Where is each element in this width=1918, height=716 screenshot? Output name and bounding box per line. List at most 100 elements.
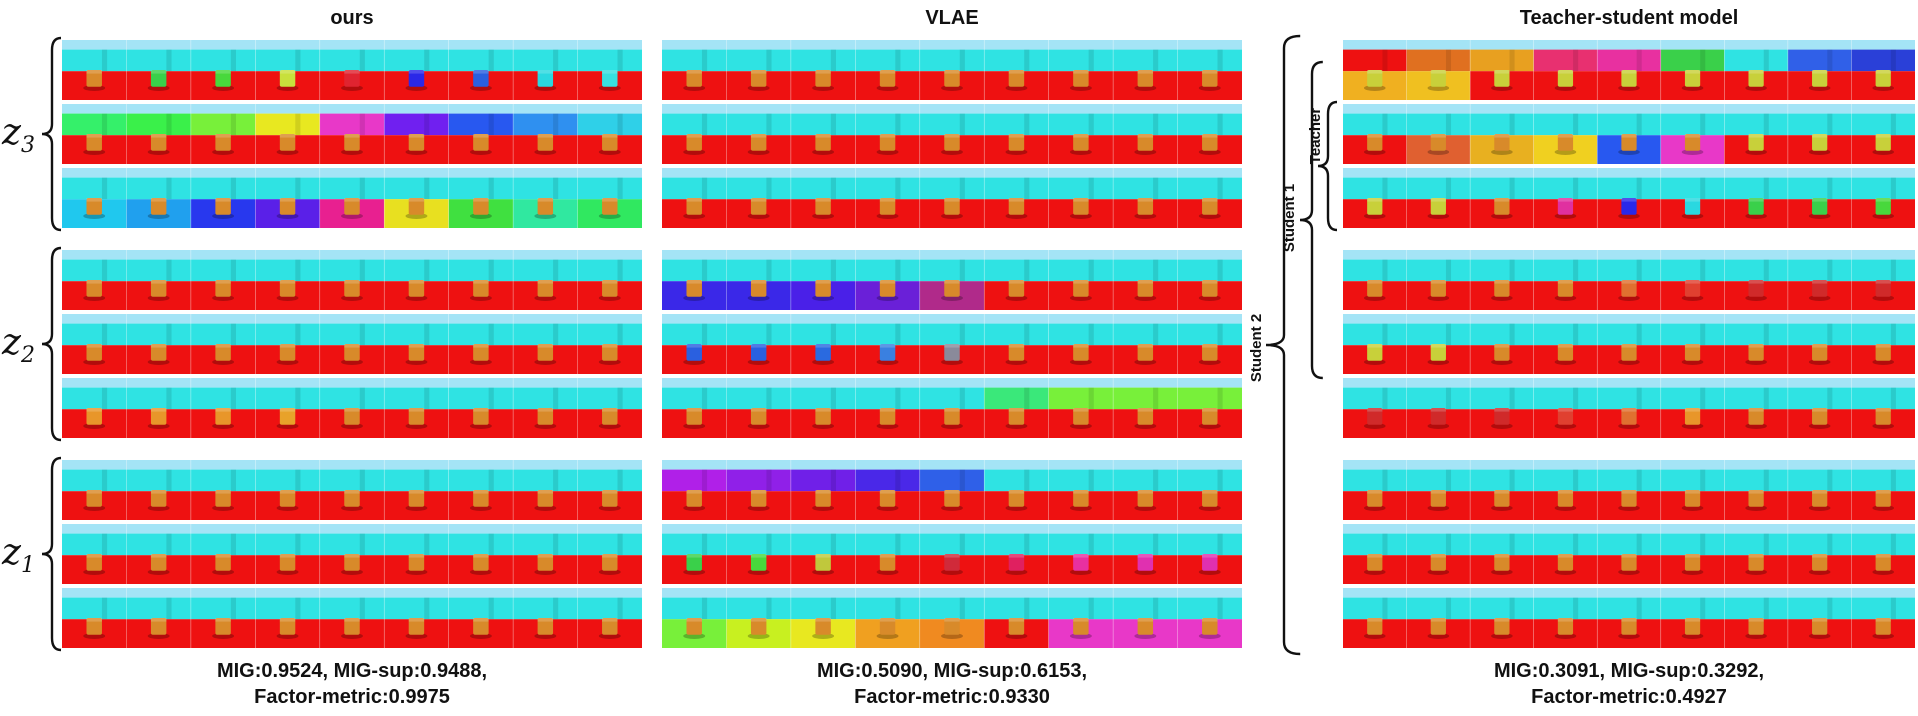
metrics-ours-line1: MIG:0.9524, MIG-sup:0.9488, <box>216 660 488 682</box>
thumbnail-p2-g1-r1-c6 <box>1724 314 1788 374</box>
thumbnail-p2-g1-r2-c4 <box>1597 378 1661 438</box>
thumbnail-p0-g1-r1-c1 <box>126 314 191 374</box>
thumbnail-p2-g1-r0-c4 <box>1597 250 1661 310</box>
thumbnail-p1-g2-r0-c5 <box>984 460 1049 520</box>
thumbnail-p2-g1-r0-c0 <box>1343 250 1407 310</box>
thumbnail-p0-g2-r0-c2 <box>190 460 256 520</box>
thumbnail-p1-g1-r1-c3 <box>855 314 920 374</box>
thumbnail-p2-g2-r2-c1 <box>1406 588 1471 648</box>
thumbnail-p0-g1-r2-c6 <box>448 378 514 438</box>
thumbnail-p2-g1-r0-c5 <box>1660 250 1725 310</box>
thumbnail-p2-g0-r2-c2 <box>1470 168 1534 228</box>
thumbnail-p1-g1-r0-c7 <box>1113 250 1178 310</box>
thumbnail-p0-g2-r2-c5 <box>384 588 449 648</box>
thumbnail-p0-g0-r2-c1 <box>126 168 191 228</box>
thumbnail-p1-g2-r2-c7 <box>1113 588 1178 648</box>
thumbnail-p0-g2-r0-c0 <box>62 460 127 520</box>
metrics-ts-line2: Factor-metric:0.4927 <box>1531 686 1727 708</box>
thumbnail-p2-g2-r1-c2 <box>1470 524 1534 584</box>
thumbnail-p2-g2-r2-c8 <box>1851 588 1915 648</box>
thumbnail-p1-g2-r0-c8 <box>1177 460 1242 520</box>
thumbnail-p0-g2-r2-c3 <box>255 588 320 648</box>
thumbnail-p0-g1-r1-c5 <box>384 314 449 374</box>
thumbnail-p2-g0-r0-c1 <box>1406 40 1471 100</box>
thumbnail-p0-g2-r2-c8 <box>577 588 642 648</box>
thumbnail-p2-g1-r0-c8 <box>1851 250 1915 310</box>
thumbnail-p0-g1-r0-c8 <box>577 250 642 310</box>
thumbnail-p0-g2-r0-c7 <box>513 460 578 520</box>
thumbnail-p1-g2-r0-c2 <box>790 460 856 520</box>
thumbnail-p0-g0-r1-c6 <box>448 104 514 164</box>
thumbnail-p1-g2-r2-c3 <box>855 588 920 648</box>
thumbnail-p1-g0-r0-c3 <box>855 40 920 100</box>
thumbnail-p0-g0-r1-c4 <box>319 104 385 164</box>
thumbnail-p2-g0-r1-c6 <box>1724 104 1788 164</box>
thumbnail-p2-g1-r2-c2 <box>1470 378 1534 438</box>
thumbnail-p1-g0-r0-c4 <box>919 40 985 100</box>
thumbnail-p2-g2-r1-c7 <box>1787 524 1852 584</box>
thumbnail-p1-g0-r2-c8 <box>1177 168 1242 228</box>
thumbnail-p1-g2-r0-c3 <box>855 460 920 520</box>
thumbnail-p2-g0-r1-c3 <box>1533 104 1598 164</box>
thumbnail-p2-g2-r1-c5 <box>1660 524 1725 584</box>
thumbnail-p2-g0-r2-c0 <box>1343 168 1407 228</box>
thumbnail-p0-g2-r2-c0 <box>62 588 127 648</box>
thumbnail-p0-g1-r0-c2 <box>190 250 256 310</box>
brace-label-student1: Student 1 <box>1281 184 1298 252</box>
thumbnail-p1-g1-r0-c8 <box>1177 250 1242 310</box>
brace-student1 <box>1299 60 1323 380</box>
thumbnail-p0-g1-r1-c2 <box>190 314 256 374</box>
brace-teacher <box>1317 100 1338 232</box>
thumbnail-p1-g0-r2-c4 <box>919 168 985 228</box>
thumbnail-p0-g0-r0-c4 <box>319 40 385 100</box>
thumbnail-p1-g0-r2-c0 <box>662 168 727 228</box>
thumbnail-p2-g1-r1-c8 <box>1851 314 1915 374</box>
thumbnail-p1-g1-r2-c6 <box>1048 378 1114 438</box>
thumbnail-p2-g2-r2-c7 <box>1787 588 1852 648</box>
thumbnail-p1-g0-r2-c6 <box>1048 168 1114 228</box>
thumbnail-p2-g0-r1-c7 <box>1787 104 1852 164</box>
thumbnail-p2-g2-r2-c3 <box>1533 588 1598 648</box>
thumbnail-p0-g1-r2-c5 <box>384 378 449 438</box>
thumbnail-p2-g0-r0-c0 <box>1343 40 1407 100</box>
thumbnail-p1-g1-r1-c8 <box>1177 314 1242 374</box>
thumbnail-p0-g0-r2-c7 <box>513 168 578 228</box>
thumbnail-p2-g1-r2-c5 <box>1660 378 1725 438</box>
thumbnail-p2-g1-r1-c4 <box>1597 314 1661 374</box>
thumbnail-p1-g2-r0-c7 <box>1113 460 1178 520</box>
thumbnail-p1-g1-r0-c6 <box>1048 250 1114 310</box>
thumbnail-p1-g0-r2-c5 <box>984 168 1049 228</box>
thumbnail-p0-g1-r0-c7 <box>513 250 578 310</box>
thumbnail-p0-g0-r2-c6 <box>448 168 514 228</box>
thumbnail-p2-g0-r2-c1 <box>1406 168 1471 228</box>
brace-z1 <box>41 456 62 652</box>
thumbnail-p0-g2-r0-c4 <box>319 460 385 520</box>
thumbnail-p1-g0-r1-c3 <box>855 104 920 164</box>
thumbnail-p1-g1-r1-c4 <box>919 314 985 374</box>
thumbnail-p0-g0-r2-c5 <box>384 168 449 228</box>
metrics-ours: MIG:0.9524, MIG-sup:0.9488, Factor-metri… <box>62 658 642 710</box>
thumbnail-p1-g1-r0-c0 <box>662 250 727 310</box>
thumbnail-p2-g1-r0-c6 <box>1724 250 1788 310</box>
thumbnail-p0-g0-r0-c3 <box>255 40 320 100</box>
thumbnail-p0-g0-r0-c2 <box>190 40 256 100</box>
thumbnail-p0-g1-r1-c6 <box>448 314 514 374</box>
thumbnail-p1-g0-r1-c4 <box>919 104 985 164</box>
thumbnail-p2-g1-r2-c1 <box>1406 378 1471 438</box>
thumbnail-p2-g0-r1-c1 <box>1406 104 1471 164</box>
thumbnail-p1-g2-r2-c0 <box>662 588 727 648</box>
thumbnail-p2-g1-r0-c2 <box>1470 250 1534 310</box>
thumbnail-p1-g1-r0-c1 <box>726 250 791 310</box>
thumbnail-p1-g2-r0-c1 <box>726 460 791 520</box>
thumbnail-p1-g2-r1-c0 <box>662 524 727 584</box>
metrics-vlae-line1: MIG:0.5090, MIG-sup:0.6153, <box>816 660 1088 682</box>
brace-label-teacher: Teacher <box>1307 108 1324 165</box>
thumbnail-p1-g2-r0-c4 <box>919 460 985 520</box>
thumbnail-p1-g1-r1-c7 <box>1113 314 1178 374</box>
thumbnail-p0-g1-r1-c4 <box>319 314 385 374</box>
thumbnail-p1-g1-r1-c5 <box>984 314 1049 374</box>
thumbnail-p1-g0-r0-c7 <box>1113 40 1178 100</box>
thumbnail-p0-g2-r0-c5 <box>384 460 449 520</box>
thumbnail-p0-g1-r2-c8 <box>577 378 642 438</box>
